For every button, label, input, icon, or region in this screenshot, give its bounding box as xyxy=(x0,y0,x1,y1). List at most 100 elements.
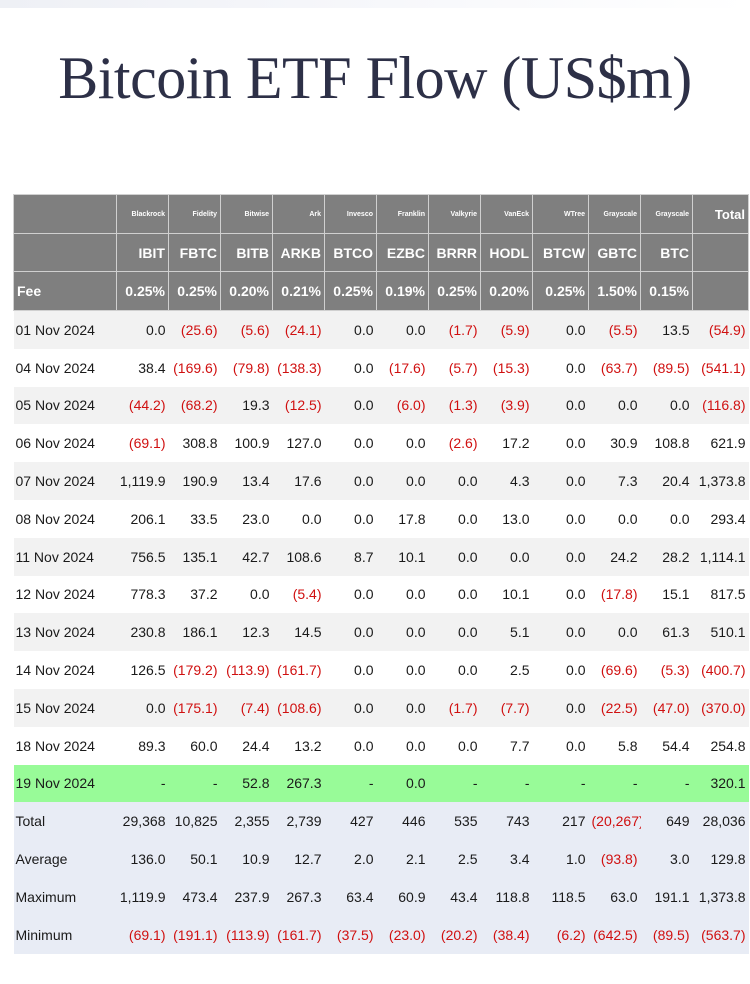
header-empty-cell xyxy=(692,271,749,311)
row-total-cell: 621.9 xyxy=(692,424,749,463)
stats-row-minimum: Minimum (69.1) (191.1) (113.9) (161.7) (37.5)… xyxy=(13,915,749,954)
flow-cell: (5.9) xyxy=(480,310,533,349)
ticker-header-cell: BRRR xyxy=(428,233,481,272)
date-cell: 04 Nov 2024 xyxy=(13,348,117,387)
row-total-cell: (116.8) xyxy=(692,386,749,425)
flow-cell: 52.8 xyxy=(220,764,273,803)
stat-value-cell: (20.2) xyxy=(428,915,481,954)
flow-cell: 0.0 xyxy=(324,386,377,425)
issuer-header-cell: Blackrock xyxy=(116,194,169,234)
stat-value-cell: 2.5 xyxy=(428,840,481,878)
flow-cell: 24.4 xyxy=(220,726,273,765)
flow-cell: 0.0 xyxy=(324,688,377,727)
row-total-cell: (400.7) xyxy=(692,651,749,689)
flow-cell: 0.0 xyxy=(428,613,481,652)
stat-value-cell: 10.9 xyxy=(220,840,273,878)
row-total-cell: 254.8 xyxy=(692,726,749,765)
flow-cell: 186.1 xyxy=(168,613,221,652)
flow-cell: (17.6) xyxy=(376,348,429,387)
flow-cell: 127.0 xyxy=(272,424,325,463)
date-cell: 08 Nov 2024 xyxy=(13,499,117,538)
flow-cell: - xyxy=(640,764,693,803)
flow-cell: 756.5 xyxy=(116,537,169,576)
header-empty-cell xyxy=(692,233,749,272)
stat-value-cell: (191.1) xyxy=(168,915,221,954)
flow-cell: 0.0 xyxy=(376,726,429,765)
table-row-latest: 19 Nov 2024- -52.8 267.3-0.0- - - - -320.1 xyxy=(13,764,749,803)
fee-cell: 0.25% xyxy=(324,271,377,311)
flow-cell: 190.9 xyxy=(168,462,221,500)
flow-cell: 0.0 xyxy=(532,688,589,727)
flow-cell: 0.0 xyxy=(640,499,693,538)
flow-cell: 0.0 xyxy=(116,688,169,727)
flow-cell: 0.0 xyxy=(324,310,377,349)
issuer-header-cell: WTree xyxy=(532,194,589,234)
flow-cell: 13.2 xyxy=(272,726,325,765)
flow-cell: 0.0 xyxy=(376,688,429,727)
flow-cell: 60.0 xyxy=(168,726,221,765)
stat-value-cell: (93.8) xyxy=(588,840,641,878)
flow-cell: 0.0 xyxy=(588,613,641,652)
flow-cell: 0.0 xyxy=(376,462,429,500)
stat-value-cell: 129.8 xyxy=(692,840,749,878)
stat-value-cell: 743 xyxy=(480,802,533,841)
flow-cell: 0.0 xyxy=(532,310,589,349)
flow-cell: (69.6) xyxy=(588,651,641,689)
flow-cell: 30.9 xyxy=(588,424,641,463)
flow-cell: (5.7) xyxy=(428,348,481,387)
table-row: 14 Nov 2024 126.5 (179.2) (113.9) (161.7) 0.0… xyxy=(13,651,749,689)
flow-cell: 0.0 xyxy=(640,386,693,425)
flow-cell: 54.4 xyxy=(640,726,693,765)
fee-label-cell: Fee xyxy=(13,271,117,311)
issuer-header-cell: Franklin xyxy=(376,194,429,234)
flow-cell: 0.0 xyxy=(428,651,481,689)
stat-value-cell: 10,825 xyxy=(168,802,221,841)
flow-cell: 0.0 xyxy=(428,537,481,576)
stats-row-maximum: Maximum 1,119.9 473.4 237.9 267.3 63.4 60.9 43.… xyxy=(13,877,749,916)
fee-cell: 0.25% xyxy=(532,271,589,311)
stats-row-average: Average 136.0 50.1 10.9 12.7 2.0 2.1 2.5 3.4 1.0(… xyxy=(13,840,749,878)
stat-value-cell: 191.1 xyxy=(640,877,693,916)
stat-value-cell: 63.4 xyxy=(324,877,377,916)
date-cell: 15 Nov 2024 xyxy=(13,688,117,727)
date-cell: 05 Nov 2024 xyxy=(13,386,117,425)
row-total-cell: 1,114.1 xyxy=(692,537,749,576)
fee-cell: 0.20% xyxy=(220,271,273,311)
flow-cell: (1.7) xyxy=(428,310,481,349)
table-row: 07 Nov 2024 1,119.9 190.9 13.4 17.6 0.0 0.0 0.0… xyxy=(13,462,749,500)
flow-cell: (22.5) xyxy=(588,688,641,727)
flow-cell: 108.6 xyxy=(272,537,325,576)
flow-cell: - xyxy=(324,764,377,803)
flow-cell: 0.0 xyxy=(376,651,429,689)
flow-cell: (108.6) xyxy=(272,688,325,727)
flow-cell: (2.6) xyxy=(428,424,481,463)
stat-label-cell: Minimum xyxy=(13,915,117,954)
issuer-header-cell: Valkyrie xyxy=(428,194,481,234)
flow-cell: 20.4 xyxy=(640,462,693,500)
flow-cell: 0.0 xyxy=(116,310,169,349)
issuer-header-cell: Grayscale xyxy=(640,194,693,234)
fee-cell: 0.21% xyxy=(272,271,325,311)
date-cell: 07 Nov 2024 xyxy=(13,462,117,500)
stat-value-cell: 63.0 xyxy=(588,877,641,916)
flow-cell: (5.4) xyxy=(272,575,325,614)
issuer-header-cell: Ark xyxy=(272,194,325,234)
header-corner-cell xyxy=(13,194,117,234)
ticker-header-cell: GBTC xyxy=(588,233,641,272)
flow-cell: 0.0 xyxy=(588,499,641,538)
flow-cell: 0.0 xyxy=(324,575,377,614)
flow-cell: 0.0 xyxy=(588,386,641,425)
date-cell: 01 Nov 2024 xyxy=(13,310,117,349)
flow-cell: (79.8) xyxy=(220,348,273,387)
stat-value-cell: (38.4) xyxy=(480,915,533,954)
stat-value-cell: 427 xyxy=(324,802,377,841)
table-row: 06 Nov 2024 (69.1) 308.8 100.9 127.0 0.0 0.0 (2… xyxy=(13,424,749,463)
flow-cell: 0.0 xyxy=(324,348,377,387)
fee-cell: 0.20% xyxy=(480,271,533,311)
flow-cell: (113.9) xyxy=(220,651,273,689)
flow-cell: (69.1) xyxy=(116,424,169,463)
flow-cell: 0.0 xyxy=(532,726,589,765)
flow-cell: (3.9) xyxy=(480,386,533,425)
flow-cell: - xyxy=(168,764,221,803)
flow-cell: 0.0 xyxy=(376,613,429,652)
